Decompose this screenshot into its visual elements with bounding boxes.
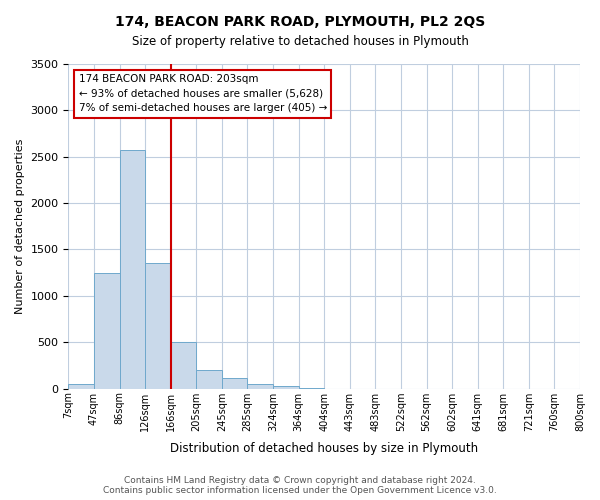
Bar bbox=[196, 370, 222, 388]
Bar bbox=[222, 378, 247, 388]
Bar bbox=[171, 342, 196, 388]
X-axis label: Distribution of detached houses by size in Plymouth: Distribution of detached houses by size … bbox=[170, 442, 478, 455]
Text: Contains HM Land Registry data © Crown copyright and database right 2024.
Contai: Contains HM Land Registry data © Crown c… bbox=[103, 476, 497, 495]
Text: 174, BEACON PARK ROAD, PLYMOUTH, PL2 2QS: 174, BEACON PARK ROAD, PLYMOUTH, PL2 2QS bbox=[115, 15, 485, 29]
Bar bbox=[247, 384, 273, 388]
Bar bbox=[94, 272, 119, 388]
Text: Size of property relative to detached houses in Plymouth: Size of property relative to detached ho… bbox=[131, 35, 469, 48]
Bar bbox=[68, 384, 94, 388]
Bar bbox=[119, 150, 145, 388]
Bar bbox=[273, 386, 299, 388]
Y-axis label: Number of detached properties: Number of detached properties bbox=[15, 138, 25, 314]
Bar bbox=[145, 264, 171, 388]
Text: 174 BEACON PARK ROAD: 203sqm
← 93% of detached houses are smaller (5,628)
7% of : 174 BEACON PARK ROAD: 203sqm ← 93% of de… bbox=[79, 74, 327, 114]
